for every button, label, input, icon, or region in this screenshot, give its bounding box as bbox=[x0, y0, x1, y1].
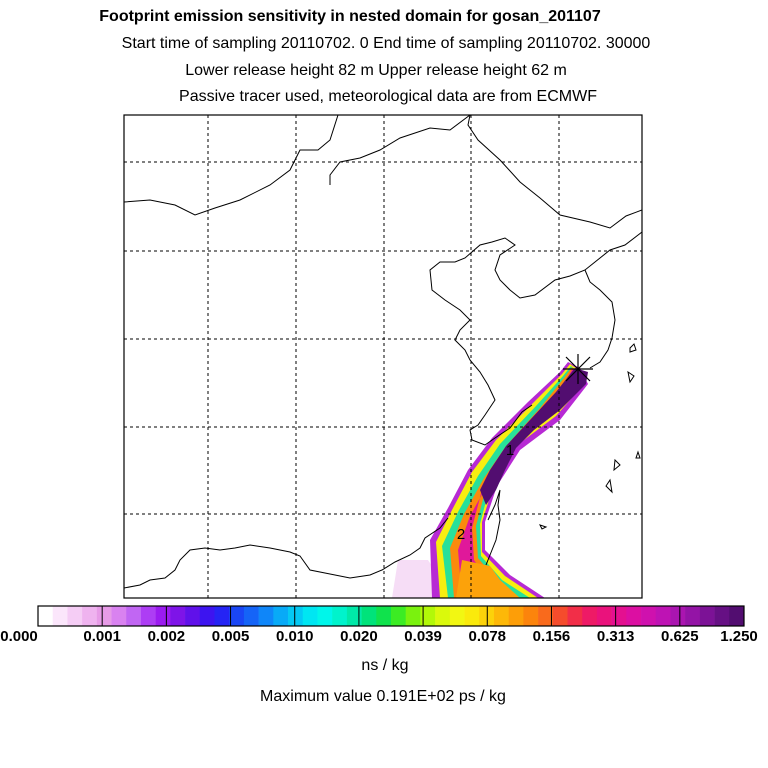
colorbar-swatch bbox=[288, 606, 304, 626]
map-content bbox=[124, 115, 642, 598]
tracer-info: Passive tracer used, meteorological data… bbox=[179, 88, 597, 105]
colorbar-swatch bbox=[538, 606, 554, 626]
colorbar-border bbox=[37, 605, 745, 627]
colorbar-swatch bbox=[346, 606, 362, 626]
colorbar-tick-label: 0.020 bbox=[340, 628, 378, 645]
map-frame bbox=[123, 114, 643, 599]
colorbar-swatch bbox=[729, 606, 745, 626]
colorbar-swatch bbox=[302, 606, 318, 626]
colorbar-tick-label: 0.002 bbox=[147, 628, 186, 645]
colorbar-swatch bbox=[479, 606, 495, 626]
colorbar bbox=[37, 605, 745, 627]
day-1-label: 1 bbox=[506, 442, 514, 459]
colorbar-swatch bbox=[199, 606, 215, 626]
colorbar-swatch bbox=[185, 606, 201, 626]
colorbar-swatch bbox=[229, 606, 245, 626]
colorbar-swatch bbox=[317, 606, 333, 626]
sampling-times: Start time of sampling 20110702. 0 End t… bbox=[121, 35, 651, 52]
colorbar-swatch bbox=[258, 606, 274, 626]
plume-bottom-area bbox=[456, 560, 520, 598]
day-2-label: 2 bbox=[457, 526, 465, 543]
colorbar-swatch bbox=[685, 606, 701, 626]
colorbar-swatch bbox=[67, 606, 83, 626]
colorbar-swatch bbox=[140, 606, 156, 626]
colorbar-swatch bbox=[111, 606, 127, 626]
colorbar-swatch bbox=[611, 606, 627, 626]
colorbar-swatch bbox=[38, 606, 54, 626]
colorbar-swatch bbox=[405, 606, 421, 626]
colorbar-swatch bbox=[449, 606, 465, 626]
colorbar-swatch bbox=[641, 606, 657, 626]
colorbar-tick-label: 1.250 bbox=[720, 628, 758, 645]
colorbar-swatch bbox=[82, 606, 98, 626]
colorbar-tick-label: 0.156 bbox=[532, 628, 571, 645]
colorbar-swatch bbox=[376, 606, 392, 626]
colorbar-swatch bbox=[523, 606, 539, 626]
colorbar-swatch bbox=[567, 606, 583, 626]
colorbar-tick-label: 0.078 bbox=[468, 628, 507, 645]
colorbar-swatch bbox=[464, 606, 480, 626]
colorbar-tick-label: 0.005 bbox=[211, 628, 250, 645]
plume-maximum bbox=[480, 368, 588, 505]
colorbar-swatch bbox=[420, 606, 436, 626]
colorbar-swatch bbox=[155, 606, 171, 626]
plot-title: Footprint emission sensitivity in nested… bbox=[99, 8, 601, 25]
colorbar-swatch bbox=[170, 606, 186, 626]
colorbar-tick-label: 0.313 bbox=[596, 628, 635, 645]
colorbar-swatch bbox=[582, 606, 598, 626]
colorbar-unit: ns / kg bbox=[361, 657, 409, 674]
colorbar-swatch bbox=[493, 606, 509, 626]
colorbar-swatch bbox=[243, 606, 259, 626]
colorbar-swatch bbox=[655, 606, 671, 626]
colorbar-swatch bbox=[714, 606, 730, 626]
colorbar-swatch bbox=[699, 606, 715, 626]
colorbar-tick-label: 0.039 bbox=[404, 628, 442, 645]
colorbar-tick-label: 0.010 bbox=[275, 628, 314, 645]
colorbar-swatch bbox=[435, 606, 451, 626]
colorbar-swatch bbox=[96, 606, 112, 626]
colorbar-swatch bbox=[52, 606, 68, 626]
colorbar-swatch bbox=[626, 606, 642, 626]
release-heights: Lower release height 82 m Upper release … bbox=[185, 62, 567, 79]
colorbar-tick-label: 0.000 bbox=[0, 628, 38, 645]
colorbar-swatch bbox=[214, 606, 230, 626]
colorbar-tick-label: 0.625 bbox=[661, 628, 699, 645]
colorbar-swatch bbox=[508, 606, 524, 626]
graticule bbox=[124, 115, 642, 598]
colorbar-swatch bbox=[361, 606, 377, 626]
release-site-star-icon bbox=[563, 354, 593, 384]
colorbar-swatch bbox=[273, 606, 289, 626]
maximum-value: Maximum value 0.191E+02 ps / kg bbox=[260, 688, 506, 705]
colorbar-swatch bbox=[552, 606, 568, 626]
colorbar-swatch bbox=[670, 606, 686, 626]
coastlines bbox=[124, 115, 642, 589]
colorbar-swatch bbox=[596, 606, 612, 626]
colorbar-tick-label: 0.001 bbox=[83, 628, 121, 645]
colorbar-swatch bbox=[126, 606, 142, 626]
colorbar-swatch bbox=[332, 606, 348, 626]
colorbar-swatch bbox=[391, 606, 407, 626]
